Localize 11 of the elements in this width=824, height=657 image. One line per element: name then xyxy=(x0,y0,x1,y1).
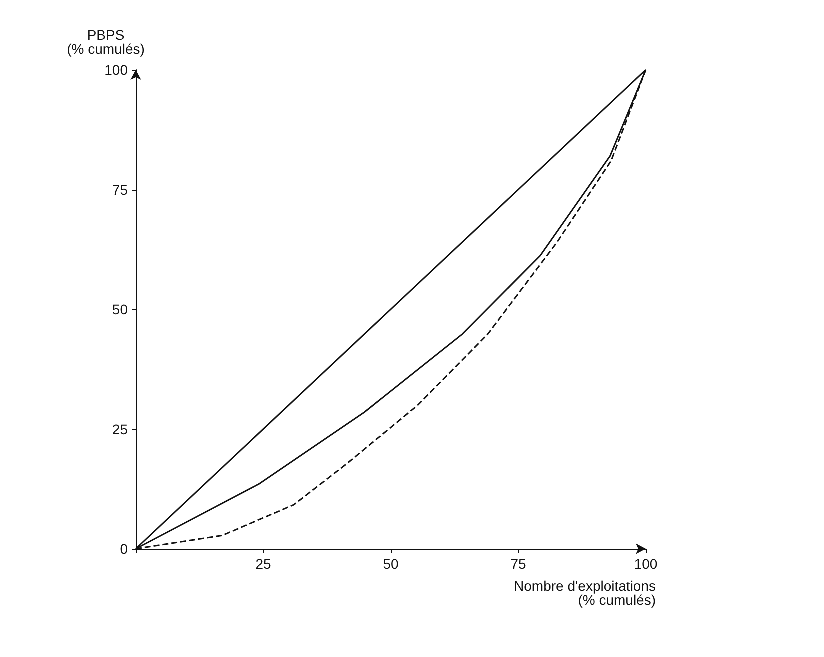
y-tick-label: 0 xyxy=(120,541,128,557)
y-tick-label: 75 xyxy=(112,182,128,198)
y-tick-label: 25 xyxy=(112,421,128,438)
y-tick-label: 100 xyxy=(104,62,128,78)
x-tick-label: 50 xyxy=(383,556,399,572)
x-tick-label: 75 xyxy=(510,556,526,572)
y-tick-label: 50 xyxy=(112,302,128,318)
x-tick-label: 100 xyxy=(634,556,658,572)
y-axis-title: PBPS (% cumulés) xyxy=(67,27,145,57)
x-tick-label: 25 xyxy=(256,556,272,572)
x-axis-title: Nombre d'exploitations (% cumulés) xyxy=(514,578,656,608)
